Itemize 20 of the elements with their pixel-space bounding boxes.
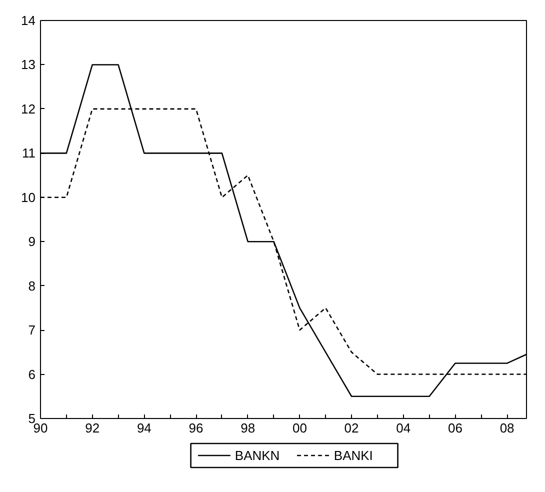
legend-label: BANKI (334, 448, 373, 463)
y-tick-label: 10 (21, 190, 36, 205)
y-tick-label: 14 (21, 13, 36, 28)
y-tick-label: 7 (28, 322, 36, 338)
y-tick-label: 9 (28, 234, 36, 250)
y-tick-label: 11 (22, 146, 36, 161)
x-tick-label: 98 (240, 420, 256, 436)
x-tick-label: 92 (85, 420, 100, 436)
x-tick-label: 06 (448, 420, 462, 436)
x-tick-label: 96 (188, 420, 204, 436)
legend-label: BANKN (234, 448, 280, 463)
y-tick-label: 6 (28, 366, 36, 382)
x-tick-label: 94 (136, 420, 152, 436)
x-tick-label: 04 (396, 420, 411, 436)
y-tick-label: 8 (28, 278, 36, 294)
y-tick-label: 13 (21, 57, 36, 72)
y-tick-label: 12 (21, 101, 36, 116)
x-tick-label: 02 (344, 420, 359, 436)
x-tick-label: 00 (292, 420, 307, 436)
x-tick-label: 08 (500, 420, 514, 436)
